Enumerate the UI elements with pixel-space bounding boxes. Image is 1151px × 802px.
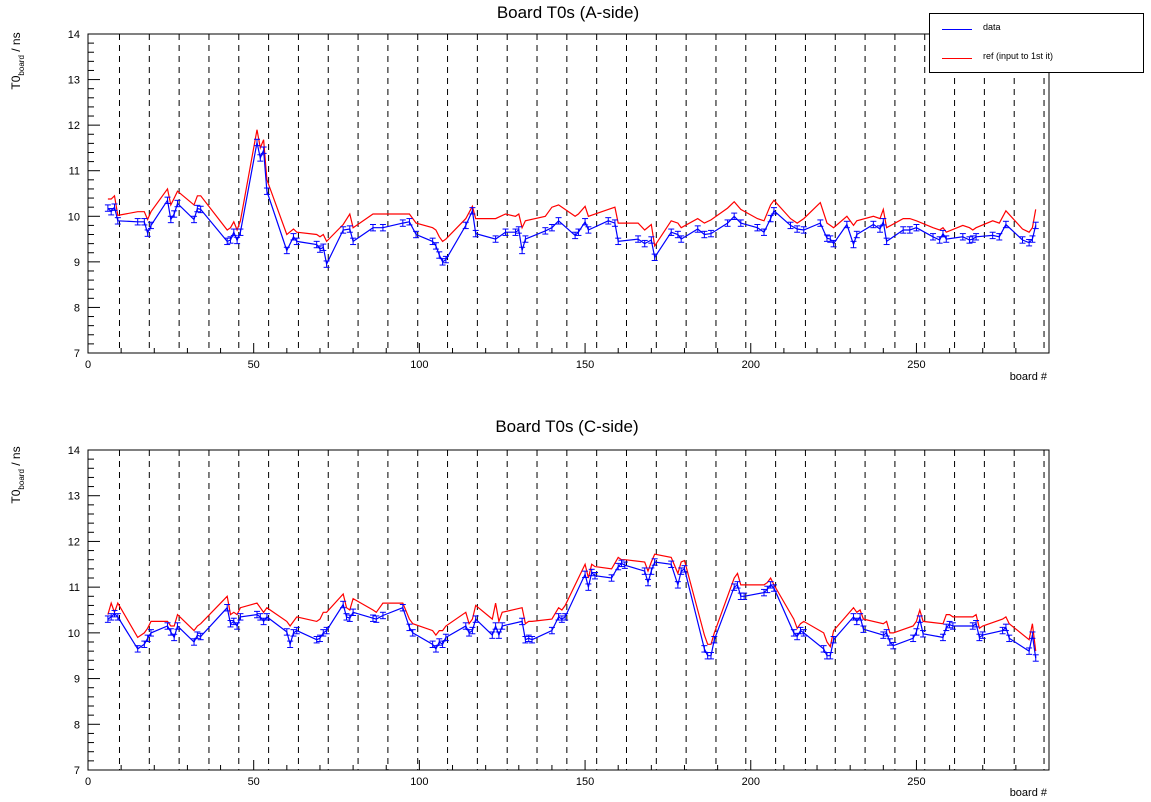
y-tick-label: 7 [74,765,80,777]
y-tick-label: 13 [68,75,80,87]
y-tick-label: 8 [74,302,80,314]
y-tick-label: 10 [68,211,80,223]
y-tick-label: 9 [74,674,80,686]
x-tick-label: 200 [742,776,760,788]
y-tick-label: 8 [74,719,80,731]
y-tick-label: 11 [69,582,80,594]
c-side-title: Board T0s (C-side) [495,417,638,436]
a-side-plot-area: 7 8 9 10 11 12 13 14 0 50 100 150 200 250 [68,29,1050,371]
a-side-panel: Board T0s (A-side) T0board / ns board # … [9,3,1050,383]
x-tick-label: 250 [907,776,925,788]
legend: data ref (input to 1st it) [929,13,1144,73]
plot-frame [87,449,1050,771]
legend-entry-ref: ref (input to 1st it) [930,49,1143,69]
x-tick-label: 50 [248,776,260,788]
y-tick-label: 12 [68,536,80,548]
y-tick-label: 11 [69,166,80,178]
x-tick-label: 0 [85,359,91,371]
a-side-xlabel: board # [1010,371,1048,383]
c-side-panel: Board T0s (C-side) T0board / ns board # … [9,417,1050,799]
y-tick-label: 7 [74,348,80,360]
y-tick-label: 9 [74,257,80,269]
x-tick-label: 150 [576,776,594,788]
x-tick-label: 100 [410,359,428,371]
data-series-line [107,142,1037,266]
x-tick-label: 150 [576,359,594,371]
x-tick-label: 100 [410,776,428,788]
c-side-ylabel: T0board / ns [9,446,26,503]
legend-label-data: data [983,22,1001,32]
ref-series-line [107,129,1037,248]
y-tick-label: 10 [68,628,80,640]
x-tick-label: 250 [907,359,925,371]
a-side-title: Board T0s (A-side) [497,3,639,22]
y-tick-label: 14 [68,29,80,41]
x-tick-label: 50 [248,359,260,371]
x-tick-label: 200 [742,359,760,371]
a-side-ylabel: T0board / ns [9,32,26,89]
y-tick-label: 12 [68,120,80,132]
x-tick-label: 0 [85,776,91,788]
legend-swatch-ref [942,58,972,59]
ref-series-line [107,553,1037,652]
legend-entry-data: data [930,20,1143,40]
data-series-line [107,561,1037,659]
c-side-plot-area: 7 8 9 10 11 12 13 14 0 50 100 150 200 250 [68,445,1050,788]
legend-swatch-data [942,29,972,30]
y-tick-label: 14 [68,445,80,457]
plot-frame [87,33,1050,354]
c-side-xlabel: board # [1010,787,1048,799]
legend-label-ref: ref (input to 1st it) [983,51,1054,61]
y-tick-label: 13 [68,491,80,503]
